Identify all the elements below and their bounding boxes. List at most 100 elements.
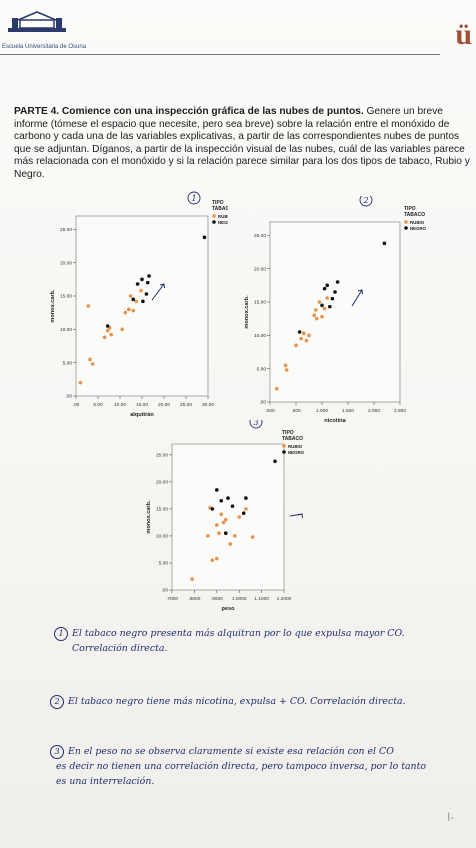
point-rubio: [304, 338, 309, 343]
x-tick-label: .7000: [166, 596, 178, 602]
y-tick-label: 15.00: [254, 300, 266, 306]
y-tick-label: .00: [259, 400, 266, 406]
y-tick-label: 25.00: [60, 227, 72, 233]
scatter-nicotina: .000 .500 1.000 1.500 2.000 2.500 .00 5.00 10.00…: [244, 196, 427, 424]
university-crest-icon: ü: [455, 18, 472, 51]
point-rubio: [109, 332, 113, 337]
point-rubio: [219, 512, 224, 517]
point-rubio: [131, 308, 135, 313]
point-rubio: [123, 310, 128, 315]
legend-swatch: [282, 444, 286, 448]
plot-frame: [75, 215, 209, 397]
point-rubio: [139, 288, 143, 293]
point-rubio: [283, 363, 288, 368]
annotation-number: 2: [362, 196, 368, 205]
y-tick-label: 10.00: [60, 327, 72, 333]
point-negro: [244, 496, 248, 500]
answer-text-3: es una interrelación.: [56, 776, 155, 787]
point-negro: [105, 324, 110, 328]
legend-title: TABACO: [212, 206, 228, 212]
legend-label: NEGRO: [288, 450, 305, 455]
y-tick-label: .00: [65, 394, 72, 400]
point-rubio: [215, 556, 219, 561]
point-rubio: [86, 304, 91, 308]
point-negro: [140, 277, 144, 282]
point-rubio: [322, 306, 327, 311]
legend-title: TIPO: [282, 430, 294, 436]
legend-title: TIPO: [212, 200, 224, 206]
x-tick-label: 1.000: [316, 408, 328, 414]
point-negro: [330, 296, 335, 301]
logo-banner: WWW WWW: [22, 21, 53, 26]
y-tick-label: 10.00: [156, 534, 168, 540]
x-tick-label: .00: [73, 402, 80, 408]
point-rubio: [210, 558, 215, 563]
legend-title: TABACO: [404, 212, 425, 218]
point-rubio: [223, 517, 228, 522]
point-rubio: [90, 362, 95, 366]
x-tick-label: 1.1000: [254, 596, 269, 602]
legend-swatch: [212, 220, 216, 224]
point-negro: [223, 531, 228, 536]
circle-annotation-icon: [359, 196, 373, 207]
point-negro: [230, 504, 235, 508]
point-negro: [226, 496, 230, 500]
x-tick-label: 1.0000: [232, 596, 247, 602]
arrow-head-icon: [297, 513, 303, 519]
x-tick-label: 5.00: [93, 402, 103, 408]
point-rubio: [294, 343, 298, 348]
point-rubio: [221, 520, 226, 525]
circle-annotation-icon: [187, 191, 201, 205]
point-rubio: [317, 300, 322, 304]
point-rubio: [215, 523, 219, 527]
legend-label: RUBIO: [288, 444, 303, 449]
point-negro: [333, 290, 337, 294]
point-rubio: [320, 314, 324, 319]
legend-label: RUBIO: [218, 214, 228, 219]
point-negro: [131, 297, 135, 302]
instructions-lead: PARTE 4. Comience con una inspección grá…: [14, 106, 364, 117]
y-axis-label: monox.carb.: [146, 500, 152, 534]
plot-frame: [171, 443, 285, 591]
legend-label: NEGRO: [410, 226, 427, 231]
answer-3: 3 En el peso no se observa claramente si …: [50, 744, 470, 789]
point-rubio: [134, 299, 139, 304]
point-rubio: [315, 316, 319, 321]
legend-swatch: [212, 214, 216, 218]
legend-title: TIPO: [404, 206, 416, 212]
answer-text: El tabaco negro presenta más alquitran p…: [72, 628, 405, 639]
scatter-peso: .7000 .8000 .9000 1.0000 1.1000 1.2000 .00 5.00…: [146, 420, 305, 612]
x-axis-label: nicotina: [324, 418, 346, 424]
point-rubio: [102, 335, 107, 340]
y-tick-label: 20.00: [254, 266, 266, 272]
point-rubio: [307, 333, 311, 338]
y-tick-label: .00: [161, 588, 168, 594]
instructions-body: Genere un breve informe (tómese el espac…: [14, 106, 470, 180]
point-rubio: [206, 534, 210, 538]
y-tick-label: 25.00: [156, 452, 168, 458]
point-negro: [144, 292, 149, 296]
y-tick-label: 20.00: [156, 479, 168, 485]
legend-swatch: [404, 220, 408, 224]
x-tick-label: 20.00: [158, 402, 170, 408]
answer-2: 2 El tabaco negro tiene más nicotina, exp…: [50, 694, 464, 709]
answer-1: 1 El tabaco negro presenta más alquitran …: [54, 626, 464, 656]
arrow-head-icon: [357, 289, 363, 295]
point-negro: [141, 299, 145, 304]
arrow-annotation-icon: [151, 283, 165, 301]
point-rubio: [325, 296, 329, 300]
legend-swatch: [282, 450, 286, 454]
circle-annotation-icon: [249, 420, 263, 429]
building-logo-icon: [8, 11, 66, 32]
point-negro: [219, 498, 224, 503]
point-rubio: [237, 515, 241, 519]
x-tick-label: .500: [291, 408, 301, 414]
point-rubio: [274, 386, 279, 391]
legend-label: RUBIO: [410, 220, 425, 225]
point-rubio: [250, 535, 255, 539]
x-tick-label: .000: [265, 408, 275, 414]
y-tick-label: 5.00: [63, 360, 73, 366]
point-rubio: [88, 357, 92, 362]
x-axis-label: alquitrán: [130, 412, 154, 418]
